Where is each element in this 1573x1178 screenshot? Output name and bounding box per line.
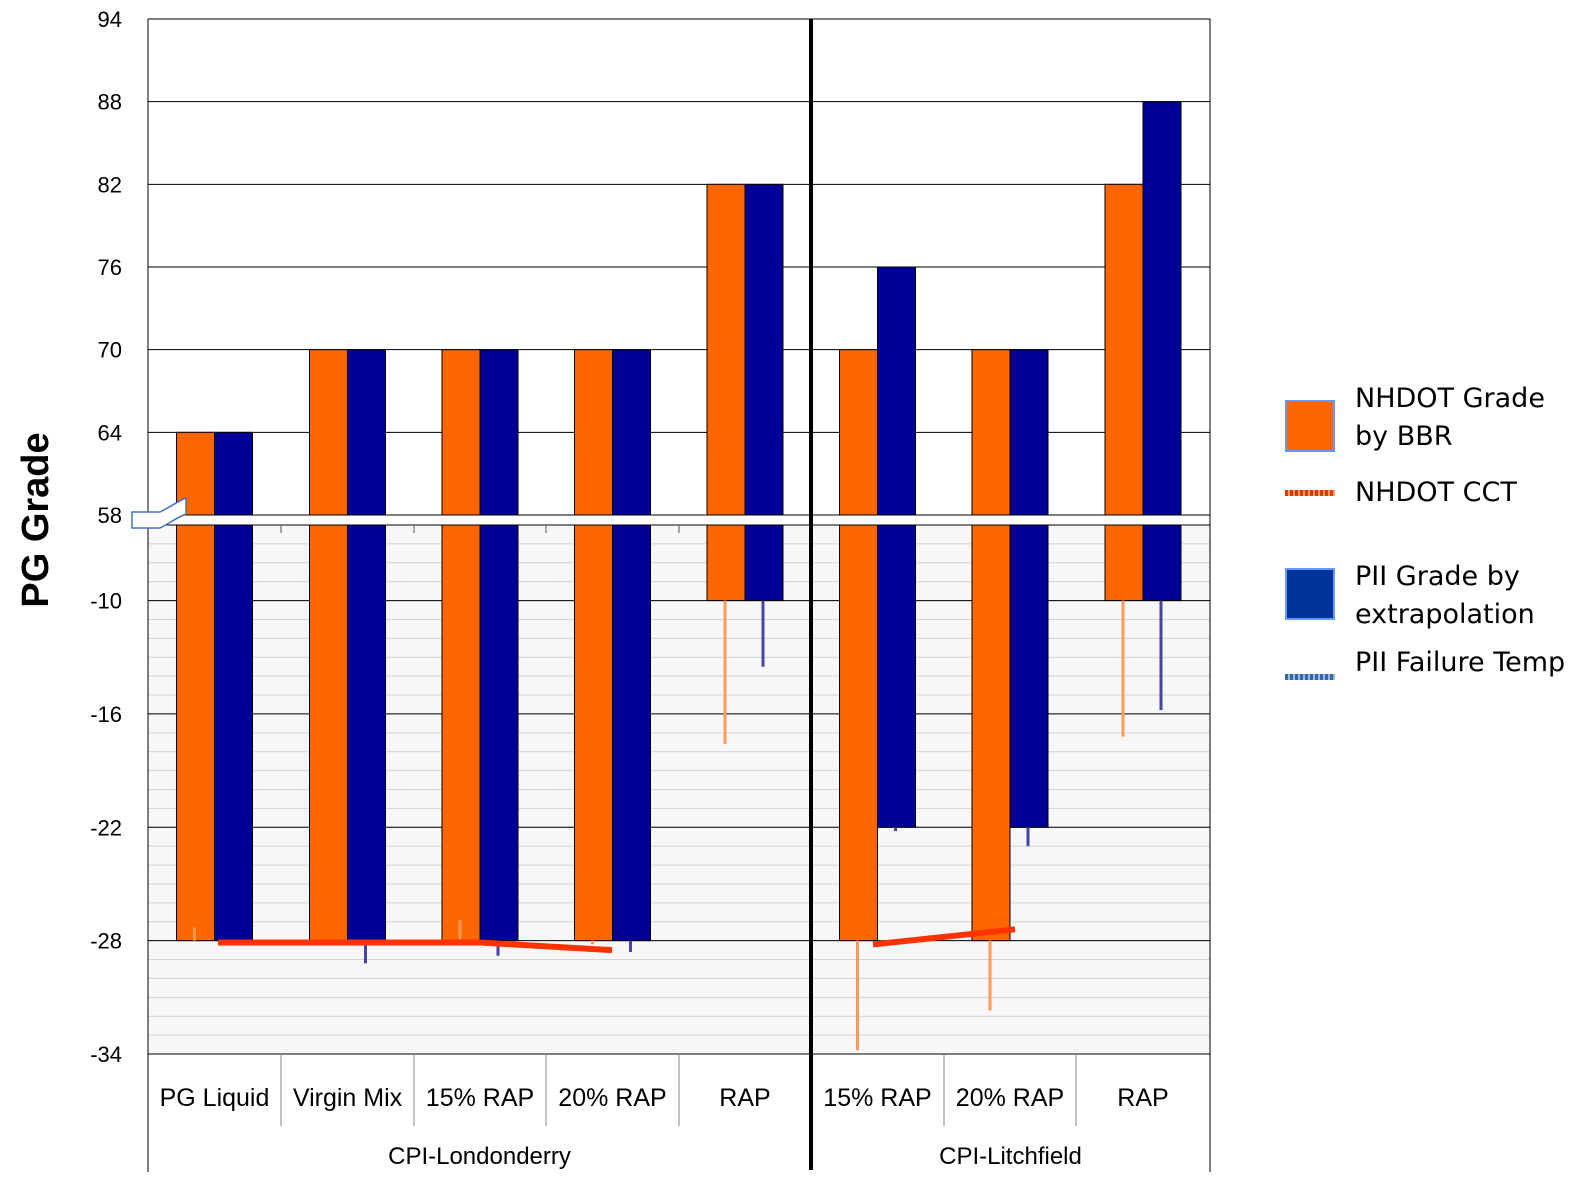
group-label: CPI-Litchfield [939, 1143, 1082, 1170]
bar-nhdot-bbr-low [176, 524, 215, 942]
bar-pii-low [1009, 524, 1049, 828]
bar-pii-high [877, 266, 916, 516]
bar-nhdot-bbr-low [839, 524, 878, 942]
legend-label: PII Failure Temp [1355, 647, 1566, 678]
y-tick-label: -28 [90, 929, 122, 954]
bar-pii-high [1142, 101, 1182, 516]
blue-box-swatch-icon [1285, 568, 1335, 620]
bar-nhdot-bbr-high [706, 183, 746, 516]
blue-dotted-line-swatch-icon [1285, 674, 1335, 680]
category-label: RAP [1117, 1084, 1168, 1112]
bar-pii-high [1009, 349, 1049, 516]
y-tick-label: 94 [98, 7, 122, 32]
bar-pii-low [877, 524, 916, 828]
y-tick-label: 58 [98, 503, 122, 528]
legend-label: NHDOT Grade by BBR [1355, 383, 1545, 452]
y-axis-label: PG Grade [15, 432, 57, 607]
bar-nhdot-bbr-high [574, 349, 613, 516]
bar-nhdot-bbr-low [1104, 524, 1144, 602]
nhdot-cct-line [218, 939, 613, 954]
bar-nhdot-bbr-high [1104, 183, 1144, 516]
category-label: 20% RAP [956, 1084, 1064, 1112]
bar-pii-low [612, 524, 651, 942]
category-label: 20% RAP [558, 1084, 666, 1112]
category-label: 15% RAP [823, 1084, 931, 1112]
category-label: RAP [719, 1084, 770, 1112]
axis-break-icon [131, 496, 187, 529]
bar-pii-high [744, 183, 784, 516]
y-tick-label: 82 [98, 172, 122, 197]
bar-pii-high [214, 431, 253, 516]
bar-nhdot-bbr-high [441, 349, 481, 516]
y-tick-label: -16 [90, 702, 122, 727]
bar-pii-low [347, 524, 386, 942]
bar-pii-low [744, 524, 784, 602]
category-label: 15% RAP [426, 1084, 534, 1112]
group-label: CPI-Londonderry [388, 1143, 571, 1170]
bar-pii-low [214, 524, 253, 942]
category-label: PG Liquid [160, 1084, 270, 1112]
bar-pii-low [1142, 524, 1182, 602]
y-tick-label: -10 [90, 589, 122, 614]
bar-nhdot-bbr-high [309, 349, 348, 516]
bar-nhdot-bbr-high [971, 349, 1011, 516]
bar-nhdot-bbr-high [839, 349, 878, 516]
bar-nhdot-bbr-low [971, 524, 1011, 942]
bar-pii-low [479, 524, 519, 942]
bar-nhdot-bbr-low [706, 524, 746, 602]
bar-nhdot-bbr-low [441, 524, 481, 942]
y-tick-label: 88 [98, 90, 122, 115]
bar-pii-high [347, 349, 386, 516]
nhdot-cct-line [872, 926, 1016, 948]
y-tick-label: 76 [98, 255, 122, 280]
bar-nhdot-bbr-low [309, 524, 348, 942]
bar-nhdot-bbr-low [574, 524, 613, 942]
legend-label: PII Grade by extrapolation [1355, 561, 1535, 630]
legend-label: NHDOT CCT [1355, 477, 1517, 508]
bar-pii-high [612, 349, 651, 516]
orange-dotted-line-swatch-icon [1285, 490, 1335, 496]
y-tick-label: 70 [98, 338, 122, 363]
category-label: Virgin Mix [293, 1084, 403, 1112]
orange-box-swatch-icon [1285, 400, 1335, 452]
y-tick-label: -34 [90, 1042, 122, 1067]
bar-pii-high [479, 349, 519, 516]
y-tick-label: 64 [98, 420, 122, 445]
y-tick-label: -22 [90, 815, 122, 840]
